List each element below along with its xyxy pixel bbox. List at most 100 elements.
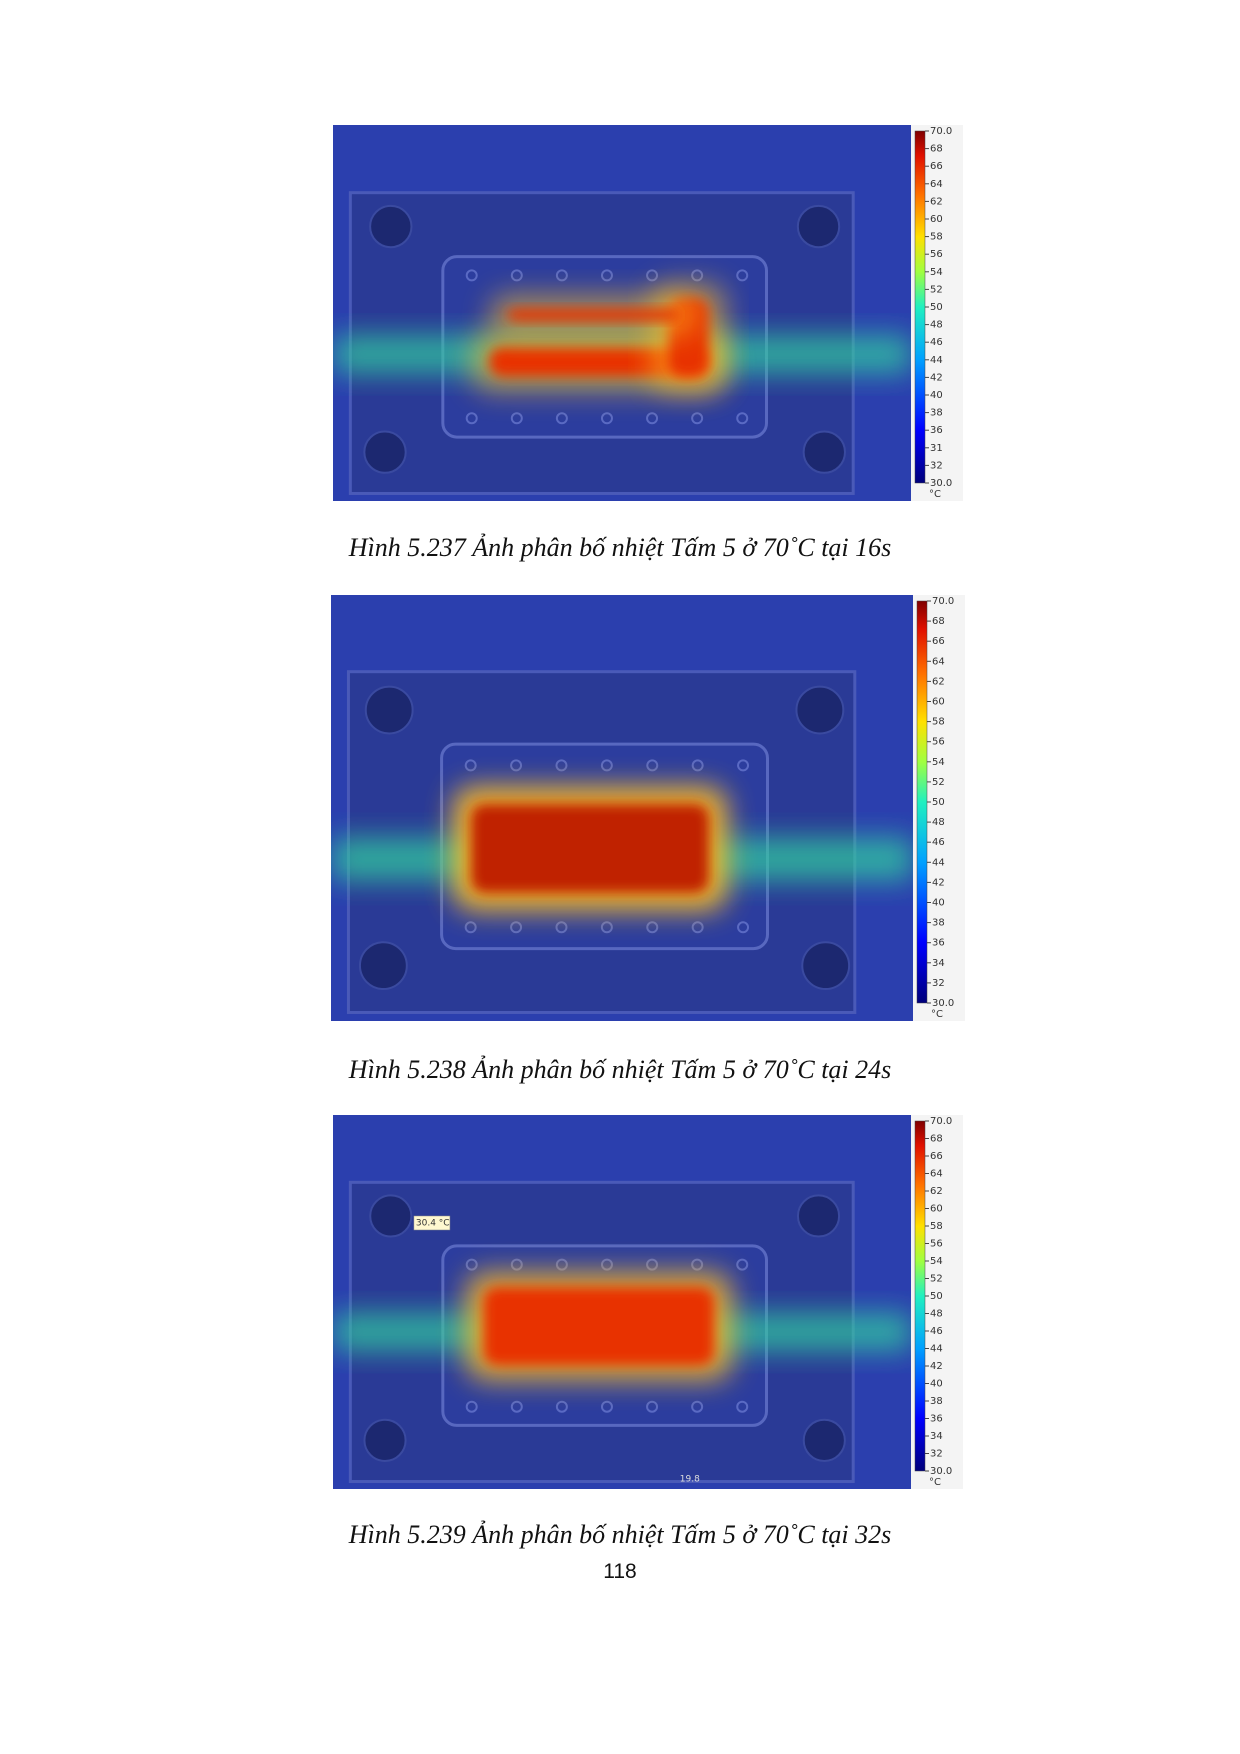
hole (600, 921, 613, 934)
page-number: 118 (603, 1560, 637, 1583)
colorbar-label: 32 (930, 460, 943, 471)
colorbar-label: 48 (930, 1309, 943, 1320)
hole (600, 412, 613, 425)
hole (736, 269, 749, 282)
colorbar-label: 36 (930, 1414, 943, 1425)
hole (646, 759, 659, 772)
colorbar-label: 30.0 (930, 1466, 952, 1477)
hole (736, 412, 749, 425)
bolt (358, 941, 408, 991)
colorbar-label: 44 (930, 355, 943, 366)
heat-hot (506, 309, 680, 321)
hole (646, 412, 659, 425)
colorbar-label: 48 (932, 817, 945, 828)
hole (510, 1258, 523, 1271)
hole (465, 1258, 478, 1271)
hole (465, 1400, 478, 1413)
colorbar-unit: °C (929, 1477, 941, 1488)
colorbar-label: 56 (930, 1239, 943, 1250)
colorbar-label: 60 (930, 1204, 943, 1215)
colorbar-label: 42 (930, 372, 943, 383)
colorbar-label: 56 (932, 737, 945, 748)
colorbar-label: 32 (930, 1449, 943, 1460)
hole (691, 921, 704, 934)
colorbar-label: 46 (932, 837, 945, 848)
hole (691, 269, 704, 282)
colorbar-label: 42 (932, 877, 945, 888)
bolt (363, 1418, 407, 1462)
colorbar-label: 60 (930, 214, 943, 225)
hole (600, 1258, 613, 1271)
hole (646, 1258, 659, 1271)
colorbar-label: 64 (930, 1169, 943, 1180)
bolt (796, 204, 841, 249)
hole (464, 921, 477, 934)
colorbar-label: 30.0 (930, 478, 952, 489)
hole (600, 759, 613, 772)
annotation: 30.4 °C (416, 1218, 450, 1228)
bolt (795, 685, 845, 735)
hole (510, 412, 523, 425)
hole (737, 921, 750, 934)
colorbar-label: 66 (930, 1151, 943, 1162)
colorbar (914, 1120, 926, 1472)
hole (555, 921, 568, 934)
hole (736, 1400, 749, 1413)
heat-hot (470, 803, 710, 894)
colorbar-label: 58 (932, 717, 945, 728)
colorbar-label: 52 (930, 284, 943, 295)
hole (600, 1400, 613, 1413)
bolt (364, 685, 414, 735)
colorbar-label: 34 (930, 1431, 943, 1442)
hole (646, 1400, 659, 1413)
colorbar-label: 50 (930, 302, 943, 313)
colorbar-unit: °C (931, 1009, 943, 1020)
colorbar-label: 31 (930, 443, 943, 454)
colorbar-label: 40 (930, 390, 943, 401)
colorbar-label: 42 (930, 1361, 943, 1372)
colorbar-label: 62 (930, 1186, 943, 1197)
colorbar-label: 56 (930, 249, 943, 260)
colorbar-label: 40 (932, 898, 945, 909)
bolt (369, 204, 413, 249)
thermal-image: 70.0 68 66 64 62 60 58 56 54 52 50 48 46 44 42 40 38 36 31… (333, 125, 963, 501)
colorbar-label: 34 (932, 958, 945, 969)
bolt (796, 1194, 841, 1238)
colorbar-label: 70.0 (932, 596, 954, 607)
colorbar-label: 30.0 (932, 998, 954, 1009)
hole (555, 412, 568, 425)
bolt (801, 941, 851, 991)
hole (510, 921, 523, 934)
bolt (802, 430, 846, 474)
hole (600, 269, 613, 282)
thermal-image: 70.0 68 66 64 62 60 58 56 54 52 50 48 46 44 42 40 38 36 34… (331, 595, 965, 1021)
hole (691, 1258, 704, 1271)
colorbar-label: 50 (932, 797, 945, 808)
colorbar-label: 50 (930, 1291, 943, 1302)
colorbar (916, 600, 928, 1004)
colorbar-label: 62 (930, 196, 943, 207)
caption: Hình 5.239 Ảnh phân bố nhiệt Tấm 5 ở 70˚… (348, 1520, 892, 1549)
colorbar-label: 68 (930, 1134, 943, 1145)
colorbar-label: 60 (932, 697, 945, 708)
colorbar-label: 32 (932, 978, 945, 989)
colorbar-label: 44 (932, 857, 945, 868)
hole (465, 269, 478, 282)
colorbar-label: 38 (932, 918, 945, 929)
colorbar-label: 68 (932, 616, 945, 627)
colorbar-label: 54 (930, 1256, 943, 1267)
colorbar-label: 44 (930, 1344, 943, 1355)
colorbar-label: 40 (930, 1379, 943, 1390)
colorbar-label: 36 (932, 938, 945, 949)
hole (555, 1400, 568, 1413)
bolt (369, 1194, 413, 1238)
heat-hot (483, 1287, 715, 1366)
hole (646, 921, 659, 934)
hole (464, 759, 477, 772)
bolt (802, 1418, 846, 1462)
colorbar-label: 46 (930, 337, 943, 348)
colorbar (914, 130, 926, 484)
hole (465, 412, 478, 425)
hole (555, 269, 568, 282)
